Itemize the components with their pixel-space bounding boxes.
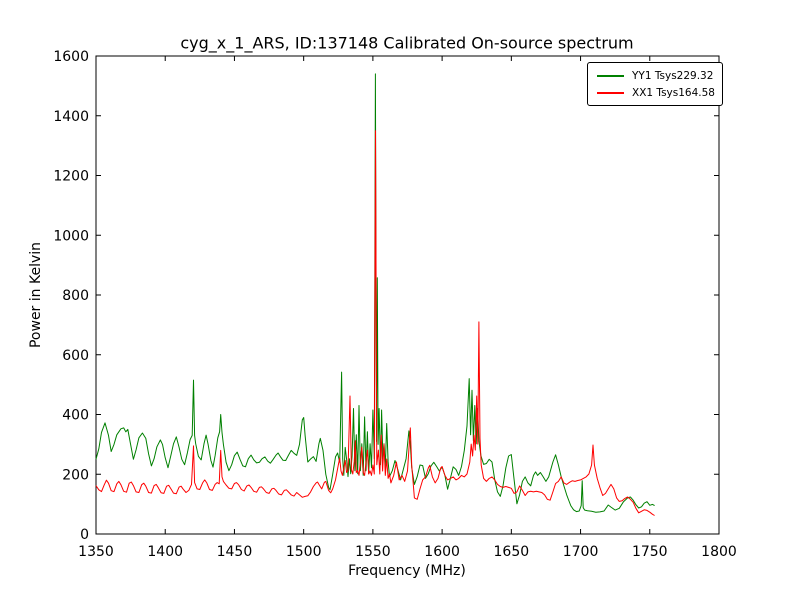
y-tick-label: 1400 (53, 109, 89, 125)
plot-title: cyg_x_1_ARS, ID:137148 Calibrated On-sou… (180, 33, 634, 53)
y-tick-label: 1000 (53, 228, 89, 244)
x-tick-label: 1700 (563, 544, 599, 560)
legend-label-yy1: YY1 Tsys229.32 (632, 69, 714, 82)
x-axis-label: Frequency (MHz) (348, 563, 466, 579)
series-line-xx1 (95, 130, 655, 516)
legend-line-sample-xx1 (597, 91, 624, 94)
x-tick-label: 1350 (78, 544, 114, 560)
x-tick-label: 1800 (701, 544, 737, 560)
y-tick-label: 200 (62, 467, 89, 483)
y-tick-label: 1200 (53, 169, 89, 185)
x-tick-label: 1400 (147, 544, 183, 560)
legend: YY1 Tsys229.32 XX1 Tsys164.58 (587, 62, 723, 106)
y-tick-label: 0 (80, 527, 89, 543)
y-tick-label: 400 (62, 408, 89, 424)
x-tick-label: 1750 (632, 544, 668, 560)
legend-line-sample-yy1 (597, 74, 624, 77)
y-tick-label: 1600 (53, 49, 89, 65)
y-tick-label: 600 (62, 348, 89, 364)
legend-item-yy1: YY1 Tsys229.32 (597, 67, 715, 84)
y-axis-label: Power in Kelvin (28, 241, 44, 349)
legend-label-xx1: XX1 Tsys164.58 (632, 86, 715, 99)
y-tick-label: 800 (62, 288, 89, 304)
x-tick-label: 1650 (494, 544, 530, 560)
plot-border (95, 55, 720, 535)
x-tick-label: 1450 (217, 544, 253, 560)
legend-item-xx1: XX1 Tsys164.58 (597, 84, 715, 101)
x-tick-label: 1550 (355, 544, 391, 560)
x-tick-label: 1600 (424, 544, 460, 560)
x-tick-label: 1500 (286, 544, 322, 560)
